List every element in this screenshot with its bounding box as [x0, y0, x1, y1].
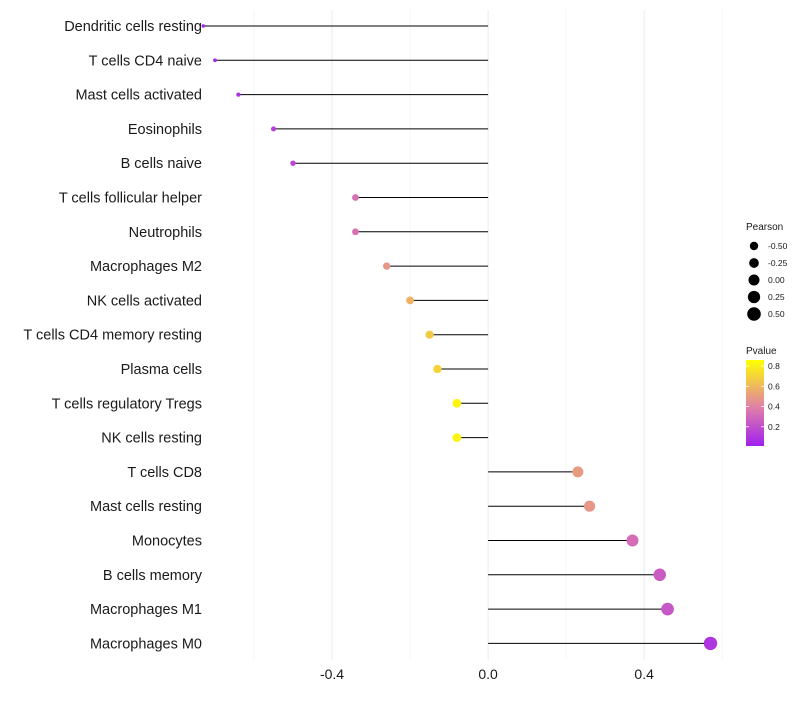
legend-color-label: 0.2 [768, 422, 780, 432]
category-label: Mast cells resting [90, 499, 202, 515]
lollipop-point [406, 296, 414, 305]
legend-size-label: 0.00 [768, 275, 785, 285]
legend-size-label: 0.25 [768, 292, 785, 302]
lollipop-point [433, 364, 442, 374]
lollipop-point [213, 58, 217, 63]
lollipop-point [352, 228, 359, 236]
legend-size-key [748, 274, 760, 286]
legend-size-key [747, 307, 761, 321]
lollipop-point [452, 433, 462, 442]
legend-size-label: -0.50 [768, 241, 788, 251]
category-label: T cells CD4 naive [89, 53, 202, 69]
category-label: Dendritic cells resting [64, 19, 202, 35]
legend-color-bar [746, 360, 764, 446]
category-label: Eosinophils [128, 122, 202, 138]
category-label: NK cells resting [101, 431, 202, 447]
lollipop-point [270, 126, 277, 132]
legend-color-label: 0.8 [768, 361, 780, 371]
legend-color-title: Pvalue [746, 346, 777, 357]
legend-size-key [749, 258, 759, 268]
lollipop-point [201, 24, 206, 28]
category-label: T cells CD8 [127, 465, 202, 481]
legend-size-label: -0.25 [768, 258, 788, 268]
lollipop-point [236, 92, 241, 97]
legend-size-label: 0.50 [768, 309, 785, 319]
category-labels: Dendritic cells resting T cells CD4 naive… [23, 19, 202, 652]
category-label: Macrophages M0 [90, 636, 202, 652]
x-tick-label: -0.4 [320, 666, 344, 682]
lollipop-point [703, 636, 718, 651]
lollipop-point [583, 500, 596, 512]
category-label: NK cells activated [87, 293, 202, 309]
category-label: Mast cells activated [75, 88, 202, 104]
lollipop-point [626, 534, 639, 547]
legend-size-key [747, 290, 761, 304]
grid-layer [253, 10, 723, 660]
category-label: T cells regulatory Tregs [52, 396, 202, 412]
legend-size-key [749, 241, 759, 251]
category-label: Plasma cells [121, 362, 202, 378]
category-label: B cells naive [121, 156, 202, 172]
x-tick-labels: -0.4 0.0 0.4 [320, 666, 654, 682]
category-label: Macrophages M1 [90, 602, 202, 618]
x-tick-label: 0.4 [634, 666, 654, 682]
category-label: T cells follicular helper [59, 191, 202, 207]
lollipop-point [661, 602, 674, 616]
legend-color-label: 0.6 [768, 381, 780, 391]
category-label: B cells memory [103, 568, 203, 584]
category-label: Monocytes [132, 534, 202, 550]
lollipop-point [653, 568, 667, 582]
category-label: Macrophages M2 [90, 259, 202, 275]
lollipop-point [452, 398, 462, 408]
lollipop-point [572, 466, 584, 478]
legend: Pearson -0.50 -0.25 0.00 0.25 0.50 Pvalue 0.8 0.… [746, 222, 788, 446]
lollipop-point [290, 160, 296, 166]
lollipop-point [352, 194, 359, 201]
category-label: Neutrophils [129, 225, 202, 241]
segment-layer [203, 25, 711, 644]
category-label: T cells CD4 memory resting [23, 328, 202, 344]
lollipop-point [382, 262, 391, 270]
x-tick-label: 0.0 [478, 666, 498, 682]
lollipop-point [425, 330, 434, 339]
point-layer [201, 24, 718, 651]
legend-size-title: Pearson [746, 222, 783, 233]
legend-color-label: 0.4 [768, 402, 780, 412]
